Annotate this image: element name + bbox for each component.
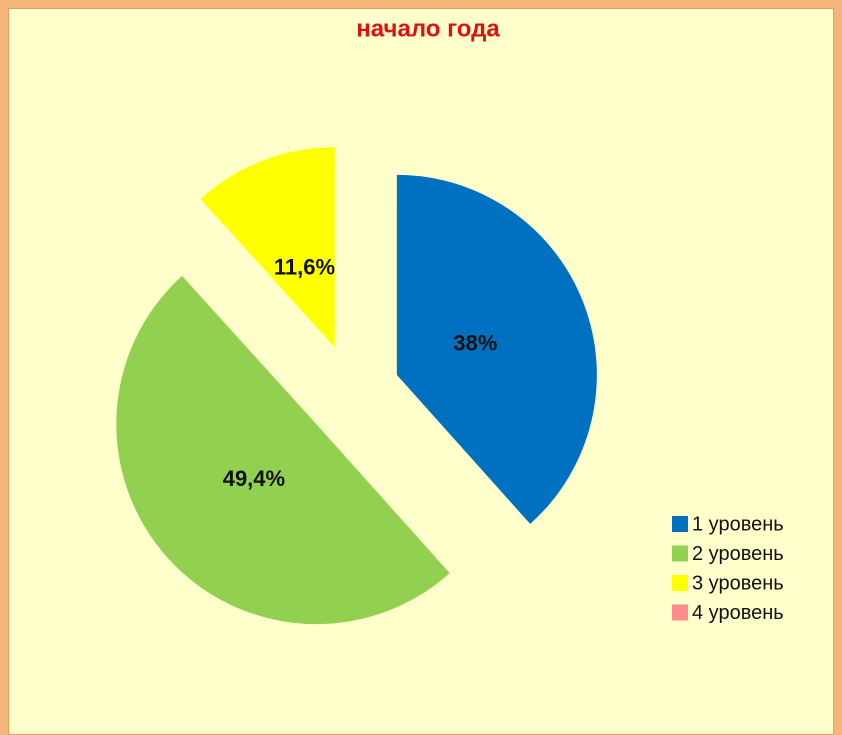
chart-title: начало года [356,15,500,42]
pie-slice [116,275,450,625]
legend-label: 1 уровень [692,513,784,535]
data-label: 11,6% [274,255,335,280]
legend-label: 3 уровень [692,572,784,594]
pie-slice [200,147,335,348]
data-label: 38% [453,331,497,356]
legend-swatch [672,575,688,591]
legend-swatch [672,545,688,562]
legend-label: 2 уровень [692,543,784,565]
legend-swatch [672,516,688,532]
data-label: 49,4% [223,466,285,491]
legend-swatch [672,604,688,621]
legend-label: 4 уровень [692,602,784,624]
pie-slice [396,174,597,524]
